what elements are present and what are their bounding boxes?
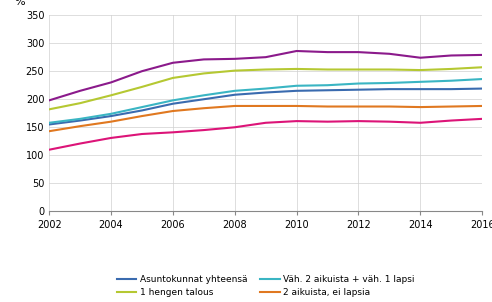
1 aikuinen + väh. 1 lapsi — [356, 50, 362, 54]
Väh. 2 aikuista + väh. 1 lapsi — [325, 83, 331, 87]
Asuntokunnat yhteensä — [139, 109, 145, 112]
2 aikuista, ei lapsia — [170, 109, 176, 113]
Line: Asuntokunnat yhteensä: Asuntokunnat yhteensä — [49, 88, 482, 124]
Asuntokunnat yhteensä — [294, 89, 300, 93]
2 aikuista, ei lapsia — [448, 105, 454, 108]
Muu asuntokunta — [170, 130, 176, 134]
Väh. 2 aikuista + väh. 1 lapsi — [263, 87, 269, 90]
Muu asuntokunta — [139, 132, 145, 136]
1 aikuinen + väh. 1 lapsi — [325, 50, 331, 54]
Väh. 2 aikuista + väh. 1 lapsi — [139, 105, 145, 109]
1 aikuinen + väh. 1 lapsi — [108, 81, 114, 84]
Muu asuntokunta — [46, 148, 52, 152]
1 hengen talous — [325, 68, 331, 71]
1 aikuinen + väh. 1 lapsi — [201, 58, 207, 61]
1 hengen talous — [386, 68, 392, 71]
Väh. 2 aikuista + väh. 1 lapsi — [294, 84, 300, 88]
Muu asuntokunta — [294, 119, 300, 123]
Muu asuntokunta — [479, 117, 485, 121]
Asuntokunnat yhteensä — [46, 123, 52, 126]
Väh. 2 aikuista + väh. 1 lapsi — [386, 81, 392, 85]
1 hengen talous — [479, 66, 485, 69]
2 aikuista, ei lapsia — [232, 104, 238, 108]
Muu asuntokunta — [325, 120, 331, 124]
1 aikuinen + väh. 1 lapsi — [232, 57, 238, 61]
Muu asuntokunta — [448, 119, 454, 122]
1 aikuinen + väh. 1 lapsi — [417, 56, 423, 59]
Muu asuntokunta — [356, 119, 362, 123]
Väh. 2 aikuista + väh. 1 lapsi — [417, 80, 423, 84]
1 hengen talous — [263, 68, 269, 71]
2 aikuista, ei lapsia — [139, 114, 145, 118]
1 aikuinen + väh. 1 lapsi — [46, 98, 52, 102]
Väh. 2 aikuista + väh. 1 lapsi — [108, 112, 114, 116]
Asuntokunnat yhteensä — [448, 87, 454, 91]
Muu asuntokunta — [77, 142, 83, 145]
2 aikuista, ei lapsia — [46, 129, 52, 133]
Muu asuntokunta — [386, 120, 392, 124]
2 aikuista, ei lapsia — [417, 105, 423, 109]
Asuntokunnat yhteensä — [263, 91, 269, 94]
1 hengen talous — [46, 108, 52, 111]
1 hengen talous — [417, 68, 423, 72]
Text: %: % — [15, 0, 25, 7]
1 hengen talous — [356, 68, 362, 71]
1 aikuinen + väh. 1 lapsi — [170, 61, 176, 65]
2 aikuista, ei lapsia — [263, 104, 269, 108]
Muu asuntokunta — [232, 125, 238, 129]
Asuntokunnat yhteensä — [325, 88, 331, 92]
1 hengen talous — [77, 101, 83, 105]
Muu asuntokunta — [108, 136, 114, 140]
1 aikuinen + väh. 1 lapsi — [139, 69, 145, 73]
2 aikuista, ei lapsia — [108, 120, 114, 124]
Line: 2 aikuista, ei lapsia: 2 aikuista, ei lapsia — [49, 106, 482, 131]
Asuntokunnat yhteensä — [232, 93, 238, 97]
1 aikuinen + väh. 1 lapsi — [77, 89, 83, 93]
Väh. 2 aikuista + väh. 1 lapsi — [448, 79, 454, 82]
Legend: Asuntokunnat yhteensä, 1 hengen talous, 1 aikuinen + väh. 1 lapsi, Väh. 2 aikuis: Asuntokunnat yhteensä, 1 hengen talous, … — [117, 275, 415, 302]
2 aikuista, ei lapsia — [201, 106, 207, 110]
1 hengen talous — [201, 72, 207, 75]
Line: 1 aikuinen + väh. 1 lapsi: 1 aikuinen + väh. 1 lapsi — [49, 51, 482, 100]
Line: Muu asuntokunta: Muu asuntokunta — [49, 119, 482, 150]
Asuntokunnat yhteensä — [417, 87, 423, 91]
Muu asuntokunta — [417, 121, 423, 125]
Väh. 2 aikuista + väh. 1 lapsi — [479, 77, 485, 81]
2 aikuista, ei lapsia — [356, 105, 362, 108]
1 hengen talous — [448, 67, 454, 71]
Väh. 2 aikuista + väh. 1 lapsi — [170, 98, 176, 102]
Asuntokunnat yhteensä — [356, 88, 362, 92]
2 aikuista, ei lapsia — [479, 104, 485, 108]
1 hengen talous — [294, 67, 300, 71]
Muu asuntokunta — [263, 121, 269, 125]
1 hengen talous — [108, 94, 114, 97]
1 aikuinen + väh. 1 lapsi — [479, 53, 485, 57]
Väh. 2 aikuista + väh. 1 lapsi — [356, 82, 362, 85]
Väh. 2 aikuista + väh. 1 lapsi — [232, 89, 238, 93]
2 aikuista, ei lapsia — [325, 105, 331, 108]
1 hengen talous — [232, 69, 238, 72]
Asuntokunnat yhteensä — [201, 98, 207, 101]
Muu asuntokunta — [201, 128, 207, 132]
1 hengen talous — [139, 85, 145, 89]
Väh. 2 aikuista + väh. 1 lapsi — [46, 121, 52, 125]
1 aikuinen + väh. 1 lapsi — [294, 49, 300, 53]
Asuntokunnat yhteensä — [386, 87, 392, 91]
1 aikuinen + väh. 1 lapsi — [448, 54, 454, 57]
Asuntokunnat yhteensä — [479, 87, 485, 90]
Asuntokunnat yhteensä — [108, 114, 114, 118]
1 hengen talous — [170, 76, 176, 80]
2 aikuista, ei lapsia — [77, 124, 83, 128]
Väh. 2 aikuista + väh. 1 lapsi — [77, 117, 83, 121]
2 aikuista, ei lapsia — [294, 104, 300, 108]
1 aikuinen + väh. 1 lapsi — [386, 52, 392, 56]
Väh. 2 aikuista + väh. 1 lapsi — [201, 94, 207, 97]
Line: Väh. 2 aikuista + väh. 1 lapsi: Väh. 2 aikuista + väh. 1 lapsi — [49, 79, 482, 123]
Asuntokunnat yhteensä — [77, 119, 83, 122]
2 aikuista, ei lapsia — [386, 105, 392, 108]
Asuntokunnat yhteensä — [170, 102, 176, 105]
1 aikuinen + väh. 1 lapsi — [263, 55, 269, 59]
Line: 1 hengen talous: 1 hengen talous — [49, 67, 482, 109]
